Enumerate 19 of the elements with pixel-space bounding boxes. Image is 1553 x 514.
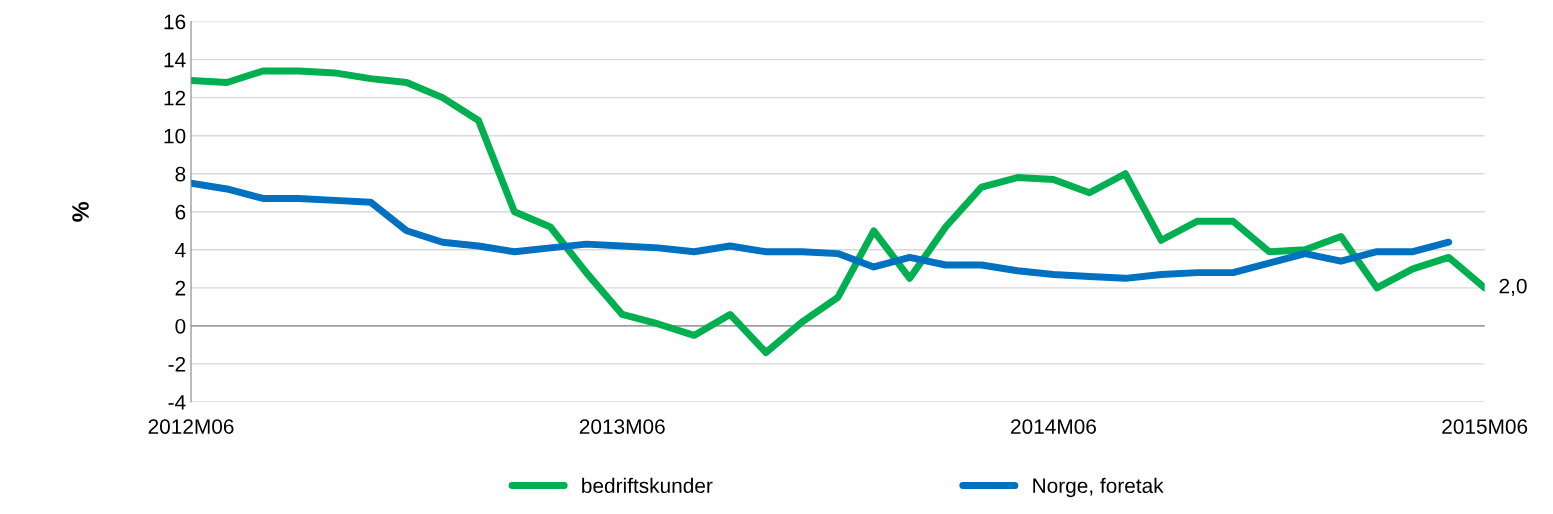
y-tick-label: 16 (164, 14, 186, 30)
y-tick-label: -2 (168, 356, 186, 372)
annotation: 2,0 (1499, 278, 1527, 296)
y-tick-label: -4 (168, 395, 186, 410)
x-tick-label: 2015M06 (1442, 419, 1528, 434)
y-tick-label: 12 (164, 90, 186, 106)
x-tick-label: 2013M06 (579, 419, 665, 434)
y-tick-label: 10 (164, 128, 186, 144)
y-tick-label: 4 (175, 243, 186, 258)
y-tick-label: 8 (175, 166, 186, 182)
legend-label: Norge, foretak (1033, 477, 1164, 498)
x-tick-label: 2014M06 (1011, 419, 1096, 434)
x-tick-label: 2012M06 (148, 419, 234, 434)
y-tick-label: 14 (164, 52, 186, 68)
y-tick-label: 2 (175, 280, 186, 296)
y-axis-title: % (72, 201, 89, 222)
legend-label: bedriftskunder (582, 477, 713, 494)
y-tick-label: 6 (175, 204, 186, 220)
y-tick-label: 0 (175, 318, 186, 334)
